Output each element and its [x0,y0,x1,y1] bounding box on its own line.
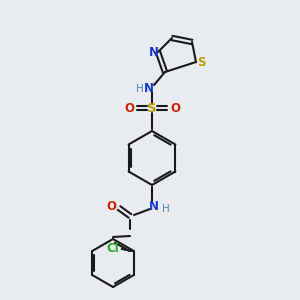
Text: S: S [147,101,157,115]
Text: O: O [170,101,180,115]
Text: N: N [149,200,159,214]
Text: O: O [106,200,116,212]
Text: H: H [162,204,170,214]
Text: Cl: Cl [106,242,119,256]
Text: O: O [124,101,134,115]
Text: S: S [197,56,205,70]
Text: H: H [136,84,144,94]
Text: N: N [149,46,159,59]
Text: N: N [144,82,154,94]
